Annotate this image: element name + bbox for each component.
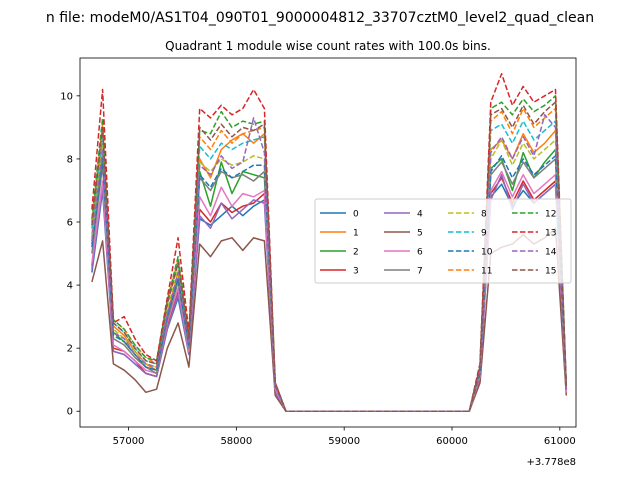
legend-label-6: 6 — [417, 248, 423, 258]
y-axis: 0 2 4 6 8 10 — [60, 91, 80, 418]
legend-label-13: 13 — [545, 229, 556, 239]
series-line-15 — [91, 101, 568, 412]
series-line-10 — [91, 155, 568, 412]
figure-suptitle: n file: modeM0/AS1T04_090T01_9000004812_… — [46, 10, 594, 26]
legend-label-8: 8 — [481, 210, 487, 220]
legend-label-2: 2 — [353, 248, 359, 258]
legend-label-12: 12 — [545, 210, 556, 220]
x-tick-label: 58000 — [220, 436, 252, 447]
legend-label-1: 1 — [353, 229, 359, 239]
x-offset-label: +3.778e8 — [526, 457, 576, 468]
x-axis: 57000 58000 59000 60000 61000 — [113, 427, 576, 447]
y-tick-label: 0 — [67, 407, 73, 418]
x-tick-label: 60000 — [436, 436, 468, 447]
y-tick-label: 4 — [67, 281, 73, 292]
legend-frame — [314, 198, 572, 284]
y-tick-label: 10 — [60, 91, 73, 102]
axes-frame — [79, 57, 577, 428]
y-tick-label: 6 — [67, 218, 73, 229]
legend-label-15: 15 — [545, 267, 556, 277]
chart-title: Quadrant 1 module wise count rates with … — [165, 39, 491, 53]
x-tick-label: 61000 — [544, 436, 576, 447]
y-tick-label: 2 — [67, 344, 73, 355]
y-tick-label: 8 — [67, 154, 73, 165]
x-tick-label: 59000 — [328, 436, 360, 447]
legend-label-4: 4 — [417, 210, 423, 220]
legend-label-0: 0 — [353, 210, 359, 220]
legend-label-11: 11 — [481, 267, 492, 277]
series-line-7 — [91, 158, 568, 412]
legend-label-14: 14 — [545, 248, 557, 258]
legend-label-10: 10 — [481, 248, 493, 258]
x-tick-label: 57000 — [113, 436, 145, 447]
legend-label-7: 7 — [417, 267, 423, 277]
legend-label-3: 3 — [353, 267, 359, 277]
legend-label-5: 5 — [417, 229, 423, 239]
legend-label-9: 9 — [481, 229, 487, 239]
